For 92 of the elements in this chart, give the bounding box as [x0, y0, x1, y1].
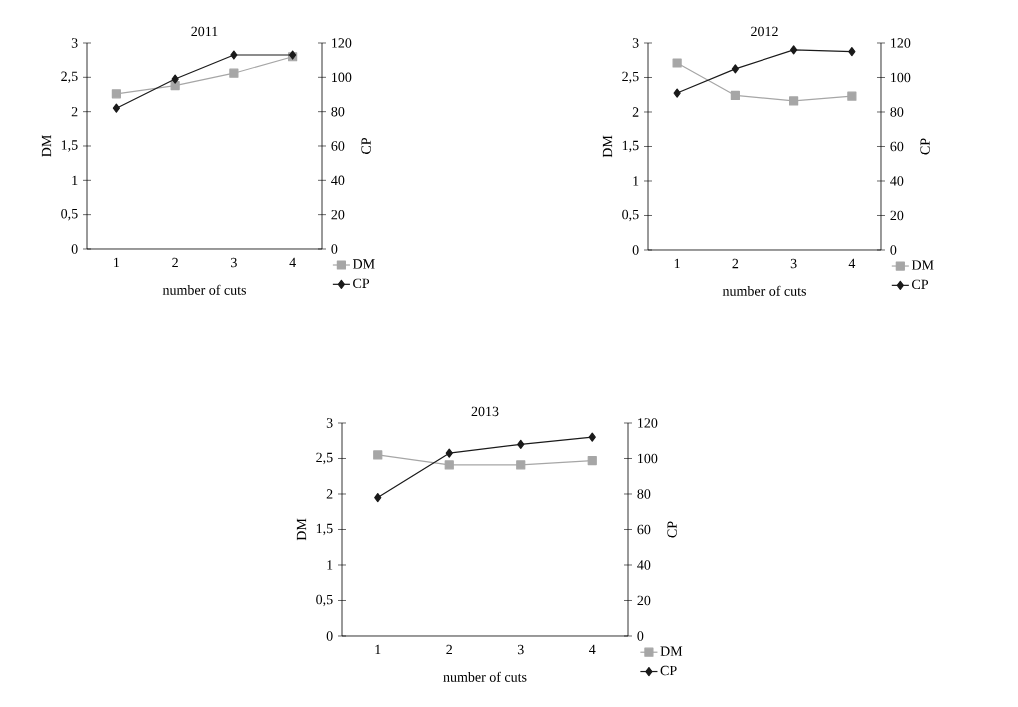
y-tick-label: 2,5 — [622, 71, 639, 84]
y-tick-label: 0 — [632, 245, 639, 255]
x-axis-title: number of cuts — [443, 671, 527, 682]
x-tick-label: 4 — [289, 257, 296, 268]
y-tick-label: 3 — [71, 38, 78, 48]
chart-title: 2012 — [751, 26, 778, 37]
y2-tick-label: 100 — [638, 453, 658, 464]
x-tick-label: 2 — [172, 257, 178, 268]
y-tick-label: 3 — [326, 418, 333, 428]
point — [516, 460, 526, 470]
x-tick-label: 1 — [674, 258, 680, 269]
point — [170, 80, 180, 91]
y2-tick-label: 20 — [331, 209, 345, 220]
x-tick-label: 3 — [517, 644, 524, 655]
x-tick-label: 3 — [231, 257, 237, 268]
y-tick-label: 0,5 — [61, 208, 78, 221]
legend-label: DM — [911, 260, 934, 270]
y-tick-label: 1,5 — [316, 523, 333, 536]
x-tick-label: 2 — [446, 644, 452, 655]
x-axis-title: number of cuts — [722, 285, 806, 296]
point — [444, 460, 454, 470]
x-tick-label: 1 — [375, 644, 381, 655]
y2-tick-label: 120 — [638, 418, 658, 428]
point — [517, 439, 525, 449]
chart-title: 2011 — [191, 26, 218, 37]
y2-tick-label: 40 — [637, 560, 651, 570]
y2-tick-label: 0 — [890, 245, 897, 255]
y-tick-label: 2,5 — [316, 452, 333, 465]
point — [731, 64, 739, 74]
y-tick-label: 1,5 — [61, 140, 78, 152]
y2-axis-title: CP — [920, 138, 930, 155]
y-axis-title: DM — [41, 135, 52, 157]
y2-tick-label: 60 — [890, 141, 904, 152]
point — [730, 90, 740, 101]
point — [171, 74, 179, 84]
point — [112, 103, 120, 113]
point — [789, 96, 799, 106]
x-axis-title: number of cuts — [162, 284, 246, 295]
y2-tick-label: 40 — [331, 175, 345, 186]
y2-tick-label: 20 — [890, 210, 904, 221]
y-axis-title: DM — [602, 135, 613, 158]
y-tick-label: 0,5 — [316, 594, 333, 607]
y-tick-label: 2 — [632, 107, 639, 117]
y2-tick-label: 40 — [890, 176, 904, 186]
y2-tick-label: 80 — [637, 489, 651, 499]
point — [445, 448, 453, 458]
y2-tick-label: 80 — [331, 106, 345, 117]
point — [229, 68, 239, 78]
y-tick-label: 1 — [633, 176, 639, 186]
y-axis-title: DM — [296, 518, 307, 541]
point — [588, 432, 596, 442]
legend-label: CP — [660, 665, 677, 676]
x-tick-label: 3 — [790, 258, 797, 269]
legend-label: DM — [660, 646, 683, 656]
y2-tick-label: 80 — [890, 107, 904, 117]
point — [790, 45, 798, 55]
y-tick-label: 2 — [326, 489, 333, 499]
point — [673, 88, 681, 98]
y2-tick-label: 100 — [891, 72, 911, 83]
point — [230, 50, 238, 60]
y2-axis-title: CP — [361, 137, 371, 154]
y-tick-label: 2,5 — [61, 71, 78, 84]
y2-tick-label: 60 — [637, 524, 651, 535]
point — [587, 456, 597, 466]
x-tick-label: 2 — [732, 258, 739, 269]
y2-tick-label: 20 — [637, 595, 651, 606]
y-tick-label: 0,5 — [622, 209, 639, 222]
legend-label: CP — [912, 279, 929, 290]
y-tick-label: 3 — [632, 38, 639, 48]
y-tick-label: 1,5 — [622, 140, 639, 153]
x-tick-label: 1 — [114, 257, 120, 268]
y2-tick-label: 120 — [332, 38, 352, 48]
y2-tick-label: 60 — [331, 141, 345, 151]
point — [373, 450, 383, 460]
chart-title: 2013 — [471, 406, 499, 417]
point — [848, 47, 856, 57]
y-tick-label: 0 — [71, 244, 78, 254]
y2-tick-label: 120 — [891, 38, 911, 48]
x-tick-label: 4 — [589, 644, 596, 655]
y-tick-label: 1 — [72, 175, 78, 185]
y2-tick-label: 100 — [332, 72, 352, 83]
x-tick-label: 4 — [848, 258, 856, 269]
point — [374, 492, 382, 503]
legend-label: CP — [353, 278, 370, 289]
point — [847, 91, 857, 101]
y-tick-label: 2 — [71, 107, 78, 117]
legend-label: DM — [352, 259, 375, 269]
y-tick-label: 1 — [327, 560, 333, 570]
point — [111, 89, 121, 99]
y2-axis-title: CP — [667, 521, 677, 538]
y-tick-label: 0 — [326, 631, 333, 641]
point — [672, 58, 682, 68]
